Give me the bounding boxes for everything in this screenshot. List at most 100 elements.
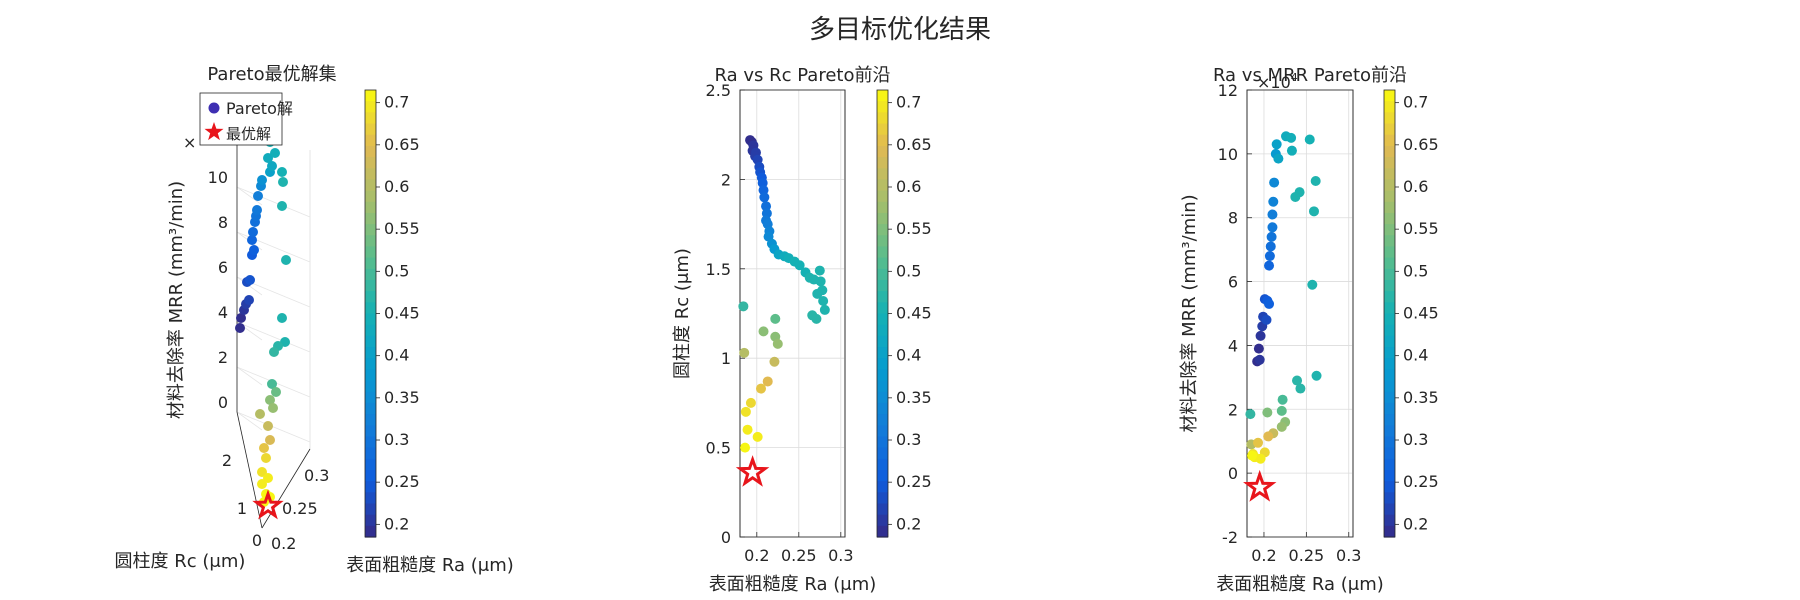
colorbar-segment <box>1384 101 1395 113</box>
colorbar-segment <box>877 179 888 192</box>
colorbar-tick-label: 0.7 <box>896 93 921 112</box>
y-axis-line <box>236 411 263 529</box>
pareto-point <box>1276 421 1287 432</box>
pareto-point <box>277 313 287 323</box>
pareto-point <box>1308 206 1319 217</box>
colorbar-segment <box>877 391 888 404</box>
colorbar-segment <box>877 324 888 337</box>
legend-marker-pareto <box>208 102 220 114</box>
legend-box <box>199 92 283 146</box>
colorbar-segment <box>877 302 888 315</box>
pareto-point <box>268 403 278 413</box>
z-tick-label: 8 <box>218 213 228 232</box>
z-tick-label: 4 <box>218 303 228 322</box>
pareto-point <box>1269 177 1280 188</box>
colorbar-tick-label: 0.6 <box>1403 177 1428 196</box>
pareto-point <box>1253 343 1264 354</box>
colorbar-segment <box>365 313 376 326</box>
colorbar-segment <box>365 503 376 516</box>
colorbar-tick-label: 0.35 <box>896 388 932 407</box>
pareto-point <box>271 387 281 397</box>
colorbar-tick-label: 0.35 <box>384 388 420 407</box>
colorbar-tick-label: 0.3 <box>896 430 921 449</box>
colorbar-segment <box>365 291 376 303</box>
colorbar-segment <box>1384 279 1395 292</box>
colorbar-segment <box>365 402 376 415</box>
colorbar-segment <box>877 481 888 493</box>
pareto-point <box>1267 222 1278 233</box>
pareto-point <box>1292 375 1303 386</box>
x-axis-label: 表面粗糙度 Ra (μm) <box>346 555 514 576</box>
pareto-point <box>1310 175 1321 186</box>
colorbar-segment <box>877 369 888 382</box>
pareto-point <box>1253 437 1264 448</box>
colorbar-segment <box>365 179 376 192</box>
colorbar-segment <box>877 436 888 449</box>
colorbar-segment <box>1384 112 1395 125</box>
colorbar-segment <box>365 436 376 449</box>
colorbar-segment <box>365 369 376 382</box>
colorbar-segment <box>365 90 376 102</box>
colorbar-segment <box>365 212 376 225</box>
y-tick-label: 2.5 <box>706 81 731 100</box>
y-tick-label: 2 <box>721 170 731 189</box>
pareto-point <box>277 201 287 211</box>
colorbar-segment <box>877 257 888 270</box>
pareto-point <box>263 421 273 431</box>
colorbar-tick-label: 0.5 <box>1403 261 1428 280</box>
colorbar-segment <box>877 313 888 326</box>
colorbar-segment <box>877 458 888 471</box>
pareto-point <box>253 191 263 201</box>
pareto-point <box>1304 134 1315 145</box>
x-axis-label: 表面粗糙度 Ra (μm) <box>709 574 877 595</box>
colorbar-segment <box>1384 425 1395 438</box>
colorbar-segment <box>877 134 888 147</box>
pareto-point <box>1267 209 1278 220</box>
colorbar-segment <box>877 425 888 438</box>
colorbar-segment <box>1384 201 1395 214</box>
pareto-point <box>739 347 750 358</box>
colorbar-segment <box>365 358 376 370</box>
panel-3d-pareto: 02468100120.20.250.3×Pareto解最优解Pareto最优解… <box>115 64 514 576</box>
colorbar-segment <box>877 268 888 281</box>
pareto-point <box>742 424 753 435</box>
grid-line <box>236 186 311 218</box>
colorbar-tick-label: 0.55 <box>384 219 420 238</box>
colorbar-segment <box>877 123 888 136</box>
pareto-point <box>267 379 277 389</box>
colorbar-segment <box>1384 235 1395 248</box>
pareto-point <box>1264 260 1275 271</box>
colorbar-segment <box>877 380 888 393</box>
colorbar-segment <box>1384 347 1395 359</box>
colorbar-segment <box>877 402 888 415</box>
colorbar-tick-label: 0.4 <box>384 346 409 365</box>
x-tick-label: 0.25 <box>282 499 318 518</box>
colorbar-segment <box>365 190 376 203</box>
colorbar-segment <box>1384 246 1395 259</box>
pareto-point <box>811 313 822 324</box>
colorbar-segment <box>365 492 376 505</box>
pareto-point <box>738 301 749 312</box>
pareto-point <box>257 175 267 185</box>
colorbar-segment <box>877 525 888 538</box>
colorbar-segment <box>365 235 376 248</box>
colorbar-tick-label: 0.35 <box>1403 388 1439 407</box>
pareto-point <box>740 442 751 453</box>
colorbar-segment <box>1384 380 1395 393</box>
colorbar-tick-label: 0.6 <box>384 177 409 196</box>
colorbar-segment <box>365 201 376 214</box>
pareto-point <box>814 265 825 276</box>
pareto-point <box>740 406 751 417</box>
colorbar-segment <box>877 112 888 125</box>
colorbar-tick-label: 0.2 <box>384 514 409 533</box>
colorbar-segment <box>1384 414 1395 426</box>
pareto-point <box>1266 231 1277 242</box>
colorbar-segment <box>1384 447 1395 460</box>
pareto-point <box>263 153 273 163</box>
pareto-point <box>1245 409 1256 420</box>
pareto-point <box>1261 314 1272 325</box>
pareto-point <box>1264 251 1275 262</box>
colorbar-segment <box>1384 525 1395 538</box>
